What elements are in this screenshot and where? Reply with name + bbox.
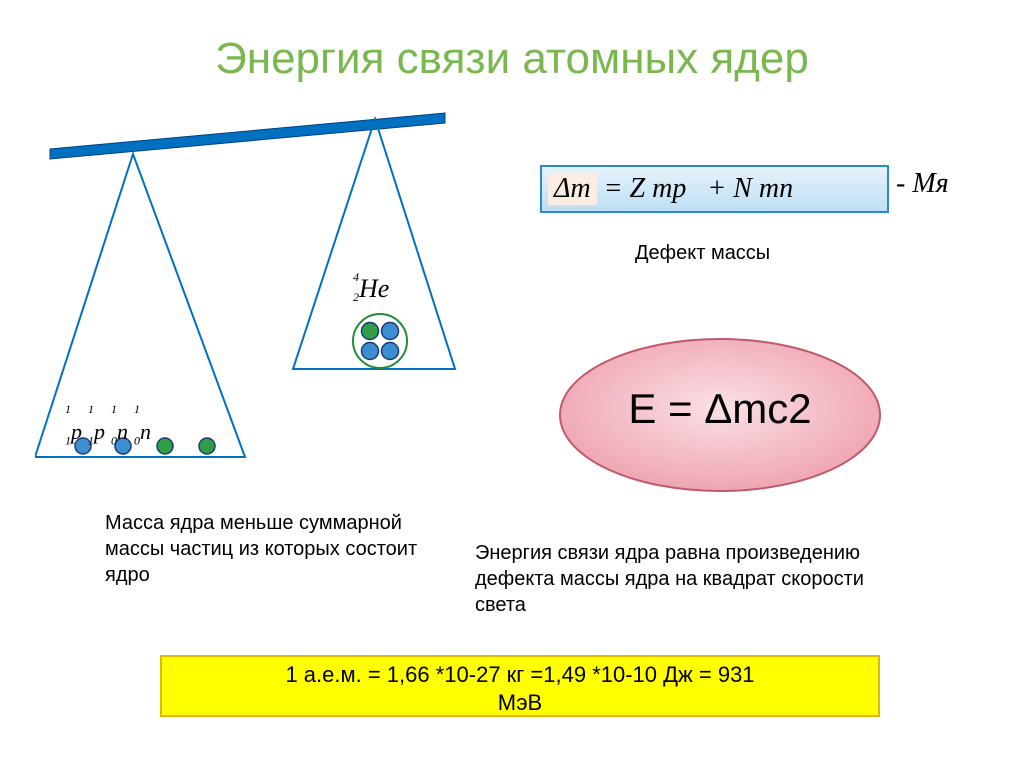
energy-formula-text: E = Δmc2 bbox=[555, 385, 885, 433]
energy-ellipse: E = Δmc2 bbox=[555, 335, 885, 495]
nucleon-label-n1: 10n bbox=[111, 405, 128, 446]
page-title: Энергия связи атомных ядер bbox=[0, 34, 1024, 84]
he-nucleon bbox=[382, 323, 399, 340]
neutron-particle bbox=[157, 438, 173, 454]
caption-mass-less: Масса ядра меньше суммарной массы частиц… bbox=[105, 510, 425, 588]
amu-line-2: МэВ bbox=[162, 689, 878, 717]
delta-m-symbol: Δm bbox=[548, 173, 597, 205]
balance-diagram: 11p 11p 10n 10n 42He bbox=[35, 105, 485, 505]
he-nucleon bbox=[362, 343, 379, 360]
caption-binding-energy: Энергия связи ядра равна произведению де… bbox=[475, 540, 895, 618]
nucleon-label-p1: 11p bbox=[65, 405, 82, 446]
neutron-particle bbox=[199, 438, 215, 454]
amu-conversion-bar: 1 а.е.м. = 1,66 *10-27 кг =1,49 *10-10 Д… bbox=[160, 655, 880, 717]
he-nucleon bbox=[382, 343, 399, 360]
mass-defect-formula-tail: - Мя bbox=[896, 168, 949, 200]
amu-line-1: 1 а.е.м. = 1,66 *10-27 кг =1,49 *10-10 Д… bbox=[162, 661, 878, 689]
nucleon-label-n2: 10n bbox=[134, 405, 151, 446]
he-nucleus-circle bbox=[353, 314, 407, 368]
he-nucleon bbox=[362, 323, 379, 340]
mass-defect-formula-box: Δm = Z mp + N mn bbox=[540, 165, 889, 213]
he-isotope-label: 42He bbox=[353, 273, 389, 304]
mass-defect-caption: Дефект массы bbox=[635, 242, 770, 265]
nucleon-label-p2: 11p bbox=[88, 405, 105, 446]
mass-defect-formula-body: = Z mp + N mn bbox=[597, 173, 814, 205]
